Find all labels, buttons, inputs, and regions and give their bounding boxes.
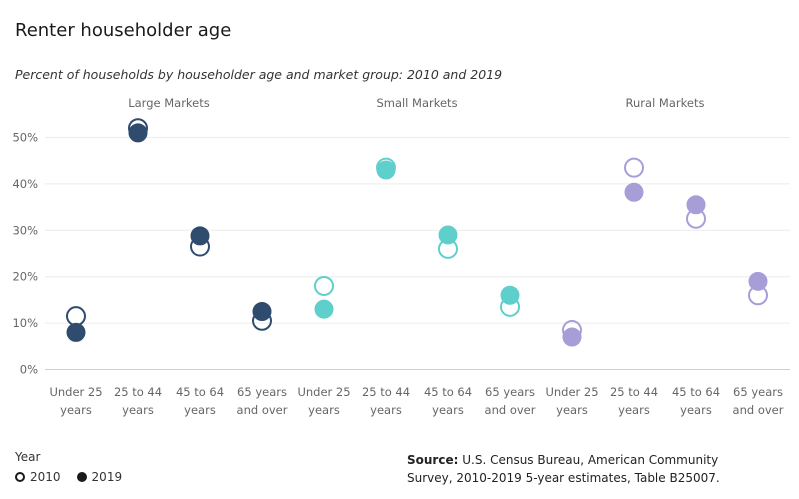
point-2010 [376,157,396,178]
x-tick-label: 45 to 64 [424,385,472,399]
legend-item-2019: 2019 [76,470,123,484]
legend-title: Year [15,450,41,464]
point-2010 [686,208,706,229]
x-tick-label: years [184,403,216,417]
x-tick-label: 25 to 44 [114,385,162,399]
point-2010 [66,306,86,327]
point-2019 [66,322,86,342]
x-tick-label: 25 to 44 [362,385,410,399]
y-tick-label: 30% [12,223,38,237]
y-tick-label: 20% [12,270,38,284]
x-tick-label: 45 to 64 [176,385,224,399]
point-2010 [438,238,458,259]
x-tick-label: 65 years [237,385,287,399]
point-2010 [314,275,334,296]
legend: Year 2010 2019 [15,450,132,484]
point-2010 [500,296,520,317]
point-2010 [190,236,210,257]
y-tick-label: 40% [12,177,38,191]
x-tick-label: and over [733,403,784,417]
x-tick-label: 65 years [733,385,783,399]
point-2019 [314,299,334,319]
x-tick-label: years [122,403,154,417]
x-tick-label: 65 years [485,385,535,399]
x-tick-label: years [370,403,402,417]
source-text: U.S. Census Bureau, American Community S… [407,453,720,485]
point-2010 [624,157,644,178]
x-tick-label: years [680,403,712,417]
legend-item-2010: 2010 [15,470,61,484]
point-2019 [562,327,582,347]
point-2019 [624,182,644,202]
x-tick-label: Under 25 [49,385,102,399]
x-tick-label: Under 25 [545,385,598,399]
y-tick-label: 50% [12,131,38,145]
x-tick-label: years [556,403,588,417]
source-label: Source: [407,453,459,467]
x-tick-label: 45 to 64 [672,385,720,399]
x-tick-label: Under 25 [297,385,350,399]
x-tick-label: and over [485,403,536,417]
chart-subtitle: Percent of households by householder age… [15,67,503,82]
point-2010 [128,118,148,139]
group-header: Small Markets [376,96,457,110]
y-tick-label: 0% [20,363,38,377]
y-tick-label: 10% [12,316,38,330]
group-header: Rural Markets [626,96,705,110]
point-2019 [686,195,706,215]
chart-title: Renter householder age [15,20,232,41]
source-note: Source: U.S. Census Bureau, American Com… [407,451,767,487]
group-header: Large Markets [128,96,210,110]
point-2019 [128,123,148,143]
filled-circle-icon [76,472,87,482]
point-2019 [190,226,210,246]
x-tick-label: 25 to 44 [610,385,658,399]
open-circle-icon [15,472,25,482]
point-2010 [748,285,768,306]
x-tick-label: and over [237,403,288,417]
legend-label-2010: 2010 [30,470,61,484]
x-tick-label: years [60,403,92,417]
x-tick-label: years [308,403,340,417]
point-2010 [562,320,582,341]
legend-label-2019: 2019 [91,470,123,484]
dot-plot-chart: 0% 10% 20% 30% 40% 50% Large Markets Under 25 ye… [12,96,790,417]
x-tick-label: years [432,403,464,417]
x-tick-label: years [618,403,650,417]
point-2019 [438,225,458,245]
point-2019 [748,271,768,291]
point-2010 [252,310,272,331]
